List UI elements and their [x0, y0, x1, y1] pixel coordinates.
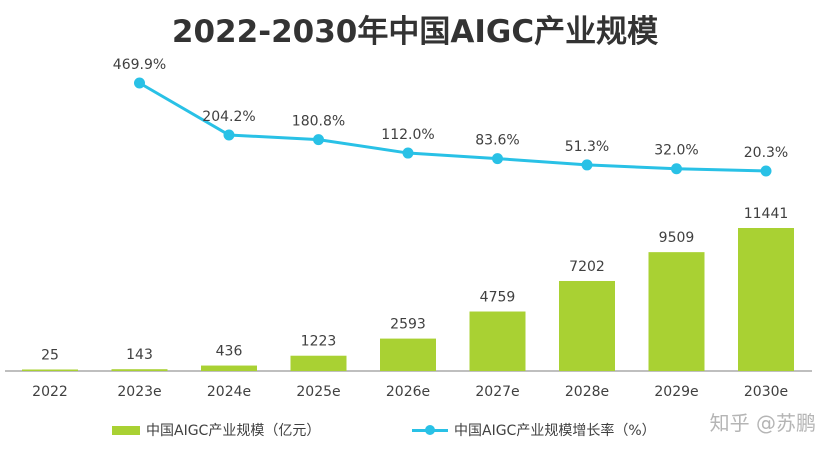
- bar-2030e: [738, 228, 794, 371]
- bar-value-label: 11441: [744, 206, 789, 222]
- growth-rate-point: [671, 163, 682, 175]
- x-tick-label: 2023e: [117, 384, 161, 400]
- legend-item-bar: 中国AIGC产业规模（亿元）: [112, 420, 320, 440]
- growth-rate-line: [138, 81, 767, 173]
- x-tick-label: 2028e: [565, 384, 609, 400]
- watermark: 知乎 @苏鹏: [709, 411, 816, 435]
- growth-rate-label: 469.9%: [113, 57, 166, 73]
- growth-rate-label: 32.0%: [654, 143, 698, 159]
- growth-rate-label: 51.3%: [565, 139, 609, 155]
- bar-2022: [22, 369, 78, 371]
- growth-rate-label: 83.6%: [475, 133, 519, 149]
- bar-2025e: [290, 355, 347, 371]
- growth-rate-label: 112.0%: [381, 127, 434, 143]
- legend-bar-swatch: [112, 425, 140, 435]
- bar-2027e: [469, 311, 526, 371]
- x-tick-label: 2026e: [386, 384, 430, 400]
- growth-rate-label: 180.8%: [292, 114, 345, 130]
- bar-value-label: 436: [216, 344, 243, 360]
- growth-rate-point: [134, 77, 145, 89]
- x-tick-label: 2029e: [654, 384, 698, 400]
- x-tick-label: 2030e: [744, 384, 788, 400]
- growth-rate-label: 204.2%: [202, 109, 255, 125]
- bar-2026e: [380, 338, 436, 371]
- bar-value-label: 4759: [480, 290, 516, 306]
- bar-value-label: 1223: [301, 334, 337, 350]
- growth-rate-label: 20.3%: [744, 145, 788, 161]
- chart-title: 2022-2030年中国AIGC产业规模: [171, 14, 659, 50]
- growth-rate-point: [223, 129, 235, 141]
- bar-value-label: 25: [41, 348, 59, 364]
- growth-rate-point: [581, 159, 593, 171]
- legend-bar-label: 中国AIGC产业规模（亿元）: [146, 423, 321, 439]
- growth-rate-point: [313, 134, 324, 146]
- bar-value-label: 143: [126, 347, 153, 363]
- growth-rate-point: [402, 147, 414, 159]
- chart-plot: 25 2022 143 2023e 436 2024e 1223 2025e 2593 2026e…: [5, 57, 812, 400]
- bar-value-label: 9509: [659, 230, 695, 246]
- growth-rate-point: [492, 153, 503, 165]
- bar-value-label: 2593: [390, 317, 426, 333]
- bar-2024e: [201, 365, 257, 371]
- bar-2023e: [111, 369, 168, 371]
- bar-2028e: [559, 280, 615, 371]
- x-tick-label: 2022: [32, 384, 68, 400]
- x-tick-label: 2024e: [207, 384, 251, 400]
- legend: 中国AIGC产业规模（亿元） 中国AIGC产业规模增长率（%）: [112, 420, 672, 446]
- bar-2029e: [648, 252, 705, 371]
- legend-line-swatch: [412, 424, 448, 436]
- x-tick-label: 2027e: [475, 384, 519, 400]
- bar-value-label: 7202: [569, 259, 605, 275]
- growth-rate-point: [760, 165, 772, 177]
- x-tick-label: 2025e: [296, 384, 340, 400]
- legend-line-label: 中国AIGC产业规模增长率（%）: [454, 423, 656, 439]
- legend-item-line: 中国AIGC产业规模增长率（%）: [412, 420, 656, 440]
